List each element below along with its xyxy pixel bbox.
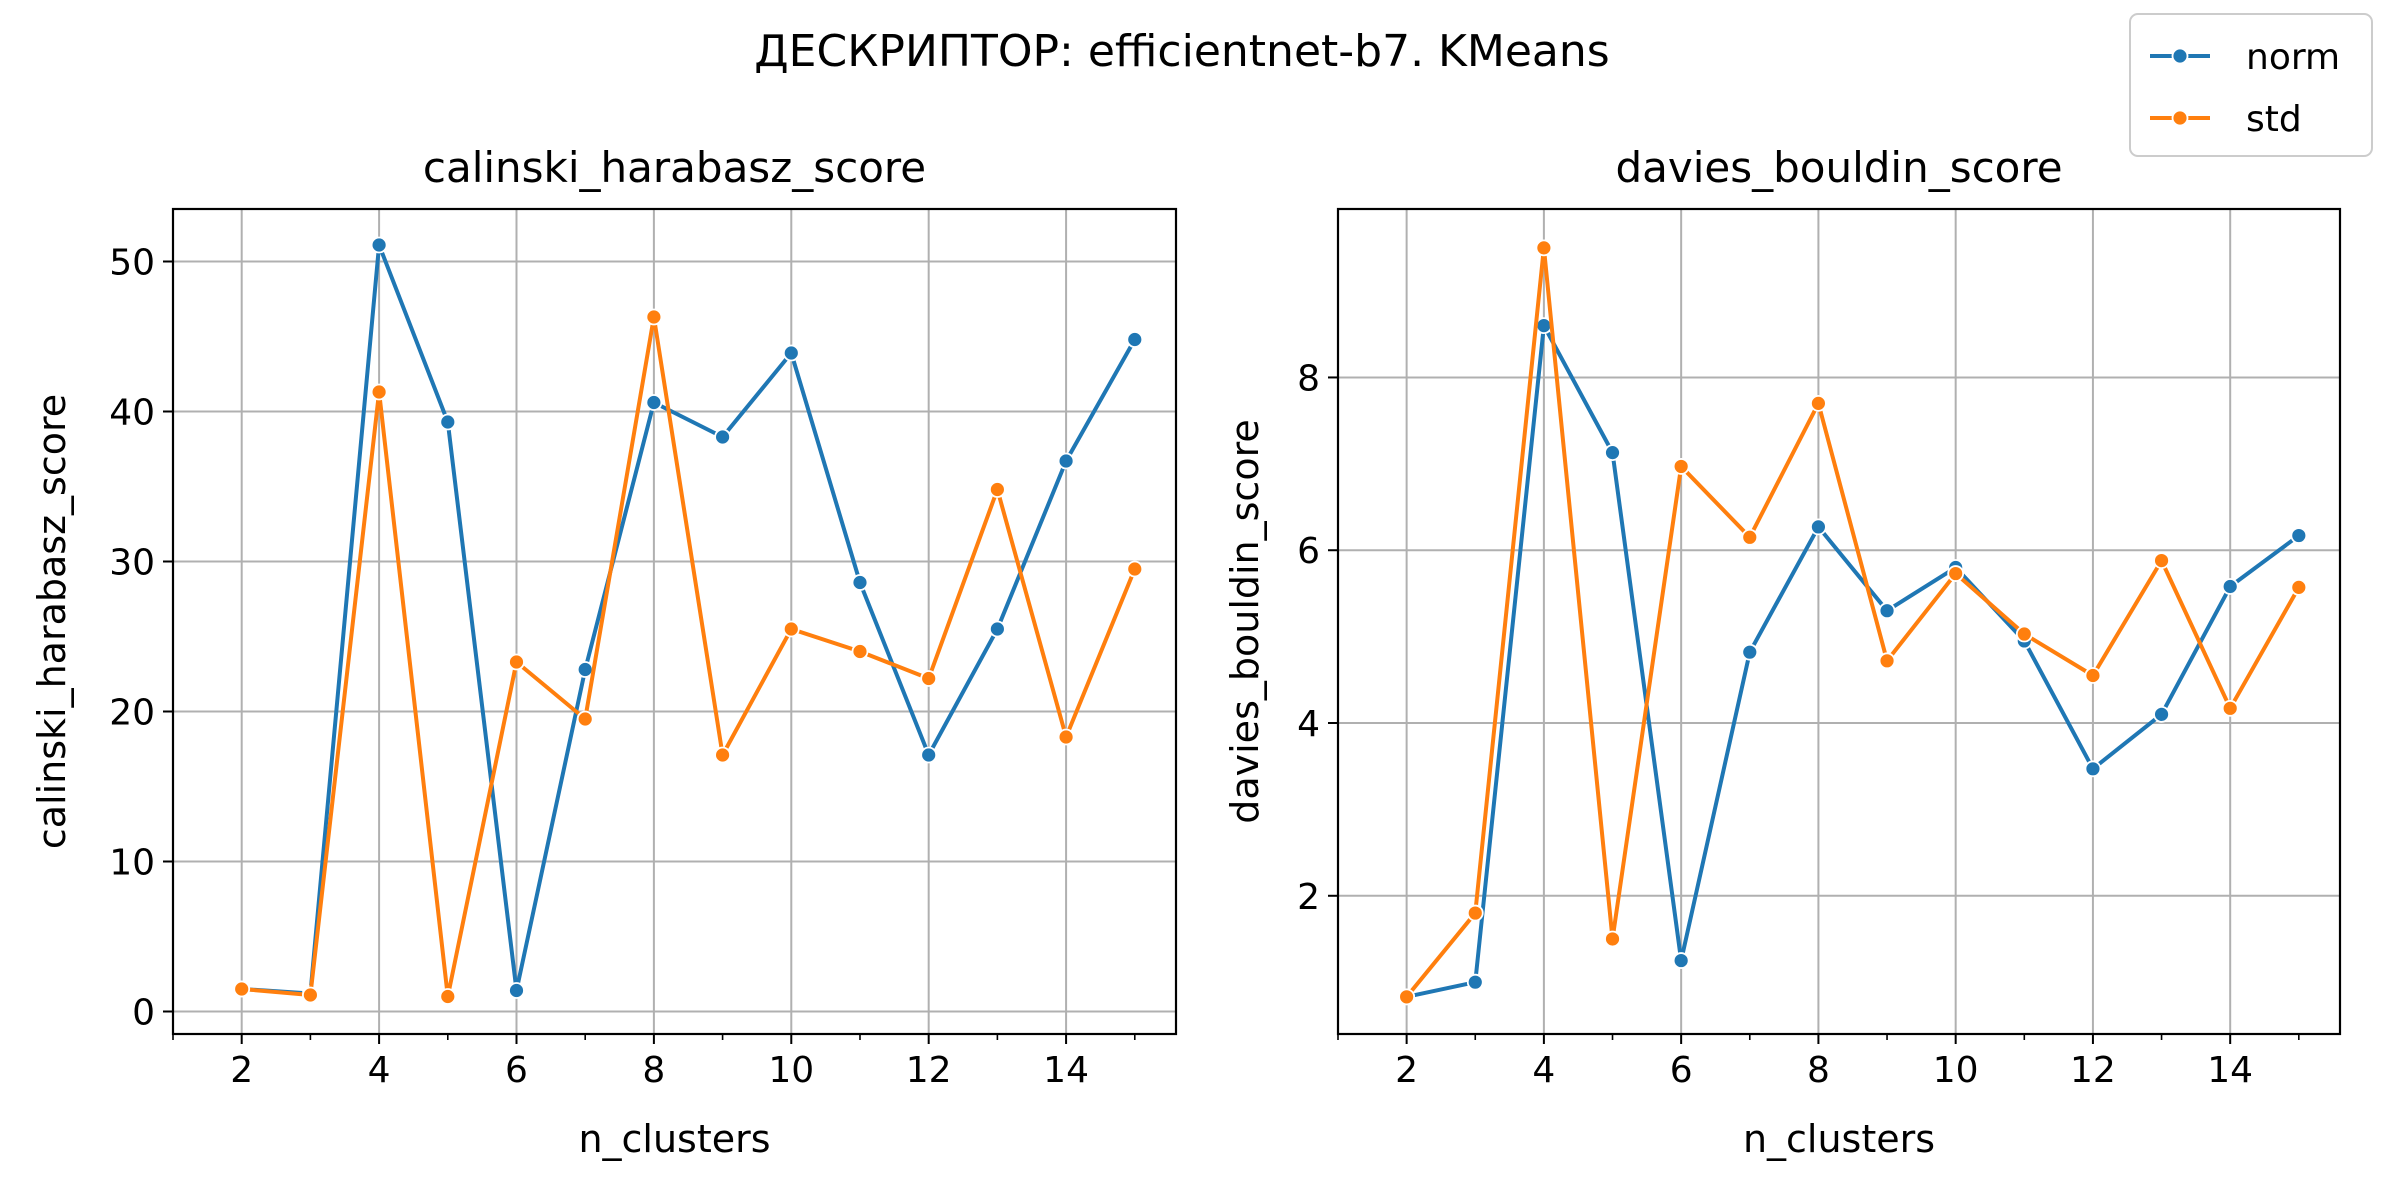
data-point-std xyxy=(2153,552,2170,569)
y-tick-label: 30 xyxy=(109,543,155,584)
data-point-std xyxy=(301,986,319,1004)
data-point-norm xyxy=(2290,527,2308,544)
y-axis-label: calinski_harabasz_score xyxy=(30,394,74,849)
x-tick-label: 2 xyxy=(230,1050,253,1091)
x-tick-label: 6 xyxy=(505,1050,528,1091)
series-line-std xyxy=(1405,245,2301,999)
x-tick-label: 8 xyxy=(642,1050,665,1091)
data-point-norm xyxy=(988,620,1006,638)
data-point-std xyxy=(508,653,525,671)
data-point-std xyxy=(1398,988,1416,1006)
data-point-norm xyxy=(1466,973,1484,991)
data-point-std xyxy=(1466,904,1484,922)
data-point-norm xyxy=(576,661,594,678)
data-point-std xyxy=(1535,239,1553,257)
data-point-norm xyxy=(920,746,938,764)
data-point-std xyxy=(2084,667,2102,684)
data-point-norm xyxy=(1810,518,1827,536)
x-tick-label: 4 xyxy=(1532,1050,1555,1091)
data-point-norm xyxy=(1057,452,1075,470)
legend-box xyxy=(2129,13,2373,157)
data-point-std xyxy=(1741,528,1759,546)
legend: norm std xyxy=(2129,13,2373,157)
data-point-norm xyxy=(714,428,731,446)
data-point-std xyxy=(1057,728,1075,746)
data-point-std xyxy=(2290,578,2308,596)
chart-title: calinski_harabasz_score xyxy=(423,143,926,192)
data-point-norm xyxy=(370,236,388,254)
x-tick-label: 10 xyxy=(1933,1050,1979,1091)
chart-panel-2: 2 4 6 8 10 12 14 2 4 6 8 davies_bouldin_score n_clus… xyxy=(1223,143,2342,1161)
data-point-norm xyxy=(782,344,800,362)
data-point-std xyxy=(2015,625,2033,643)
y-axis-label: davies_bouldin_score xyxy=(1223,419,1267,824)
data-point-norm xyxy=(1604,444,1621,462)
data-point-norm xyxy=(2153,705,2170,723)
data-point-std xyxy=(1810,394,1827,412)
data-point-std xyxy=(1126,560,1144,578)
data-point-std xyxy=(1672,458,1690,475)
data-point-std xyxy=(233,980,251,998)
data-point-norm xyxy=(851,574,869,591)
data-point-norm xyxy=(645,394,663,411)
axes-layer: 2 4 6 8 10 12 14 0 10 20 30 40 50 calinski_harabasz_s… xyxy=(30,143,2342,1161)
legend-label-norm: norm xyxy=(2246,37,2340,78)
data-point-std xyxy=(782,620,800,638)
data-point-std xyxy=(1878,652,1896,670)
y-tick-label: 8 xyxy=(1297,358,1320,399)
data-point-std xyxy=(920,670,938,687)
y-tick-label: 10 xyxy=(109,843,155,884)
x-axis-label: n_clusters xyxy=(1743,1117,1935,1161)
data-point-std xyxy=(851,643,869,660)
y-tick-label: 4 xyxy=(1297,704,1320,745)
axes-frame xyxy=(171,207,1178,1036)
data-point-norm xyxy=(1126,331,1144,348)
chart-panel-1: 2 4 6 8 10 12 14 0 10 20 30 40 50 calinski_harabasz_s… xyxy=(30,143,1178,1161)
x-tick-label: 4 xyxy=(368,1050,391,1091)
y-tick-label: 50 xyxy=(109,243,155,284)
data-point-norm xyxy=(1878,602,1896,620)
data-point-norm xyxy=(2221,578,2239,595)
data-point-norm xyxy=(508,982,525,999)
series-line-std xyxy=(241,315,1137,999)
x-tick-label: 12 xyxy=(2070,1050,2116,1091)
x-tick-label: 14 xyxy=(1043,1050,1089,1091)
chart-title: davies_bouldin_score xyxy=(1615,143,2062,192)
data-point-std xyxy=(576,710,594,728)
data-point-std xyxy=(988,481,1006,498)
figure-suptitle: ДЕСКРИПТОР: efficientnet-b7. KMeans xyxy=(754,26,1609,77)
y-tick-label: 2 xyxy=(1297,877,1320,918)
x-tick-label: 6 xyxy=(1670,1050,1693,1091)
x-tick-label: 10 xyxy=(768,1050,814,1091)
y-tick-label: 0 xyxy=(132,993,155,1034)
axes-frame xyxy=(1336,207,2342,1036)
data-point-norm xyxy=(1672,952,1690,969)
legend-label-std: std xyxy=(2246,99,2302,140)
data-point-std xyxy=(439,988,457,1005)
data-point-std xyxy=(370,383,388,401)
data-point-norm xyxy=(2084,760,2102,778)
data-point-std xyxy=(2221,699,2239,717)
series-line-norm xyxy=(241,243,1137,996)
data-point-norm xyxy=(1741,643,1759,661)
legend-marker-std xyxy=(2171,109,2189,127)
y-tick-label: 6 xyxy=(1297,531,1320,572)
data-point-std xyxy=(714,746,731,764)
x-tick-label: 14 xyxy=(2207,1050,2253,1091)
legend-marker-norm xyxy=(2171,47,2189,65)
x-tick-label: 8 xyxy=(1807,1050,1830,1091)
x-tick-label: 12 xyxy=(906,1050,952,1091)
data-point-std xyxy=(1947,565,1965,582)
y-tick-label: 40 xyxy=(109,393,155,434)
data-point-norm xyxy=(439,413,457,431)
y-tick-label: 20 xyxy=(109,693,155,734)
x-tick-label: 2 xyxy=(1395,1050,1418,1091)
data-point-std xyxy=(1604,930,1621,948)
data-point-std xyxy=(645,308,663,326)
x-axis-label: n_clusters xyxy=(578,1117,770,1161)
